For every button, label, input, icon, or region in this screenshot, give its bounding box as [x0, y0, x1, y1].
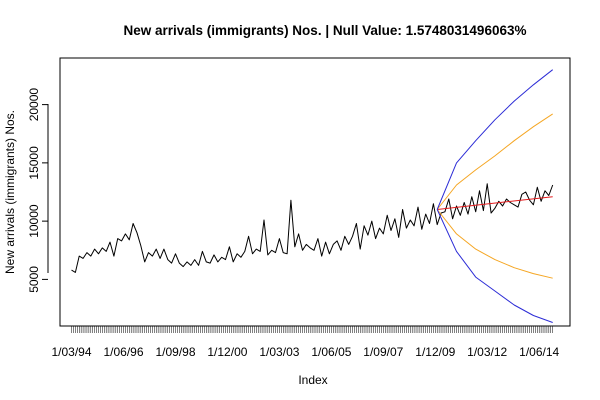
- chart-title: New arrivals (immigrants) Nos. | Null Va…: [124, 23, 527, 38]
- plot-frame: [59, 57, 571, 327]
- x-tick-label: 1/03/12: [467, 345, 507, 359]
- y-axis: 5000 10000 15000 20000: [27, 88, 49, 293]
- series-line-forecast: [437, 196, 553, 210]
- y-tick-label: 5000: [27, 266, 41, 293]
- x-axis-label: Index: [298, 373, 327, 387]
- series-line-lower-80: [436, 209, 553, 279]
- series-line-upper-95: [436, 69, 554, 210]
- x-tick-label: 1/09/98: [155, 345, 195, 359]
- x-tick-label: 1/06/05: [311, 345, 351, 359]
- y-tick-label: 15000: [27, 146, 41, 180]
- series-line-upper-80: [436, 113, 553, 210]
- y-tick-label: 10000: [27, 204, 41, 238]
- x-tick-label: 1/03/94: [51, 345, 91, 359]
- series-layer: [71, 69, 554, 323]
- y-axis-label: New arrivals (immigrants) Nos.: [3, 110, 17, 274]
- series-line-lower-95: [436, 209, 553, 323]
- x-tick-label: 1/12/00: [207, 345, 247, 359]
- x-tick-label: 1/09/07: [363, 345, 403, 359]
- x-tick-label: 1/06/96: [103, 345, 143, 359]
- x-tick-label: 1/03/03: [259, 345, 299, 359]
- x-tick-label: 1/12/09: [415, 345, 455, 359]
- series-line-observed: [71, 183, 554, 273]
- x-axis: 1/03/94 1/06/96 1/09/98 1/12/00 1/03/03 1/06/…: [51, 325, 562, 359]
- y-tick-label: 20000: [27, 88, 41, 122]
- x-tick-label: 1/06/14: [519, 345, 559, 359]
